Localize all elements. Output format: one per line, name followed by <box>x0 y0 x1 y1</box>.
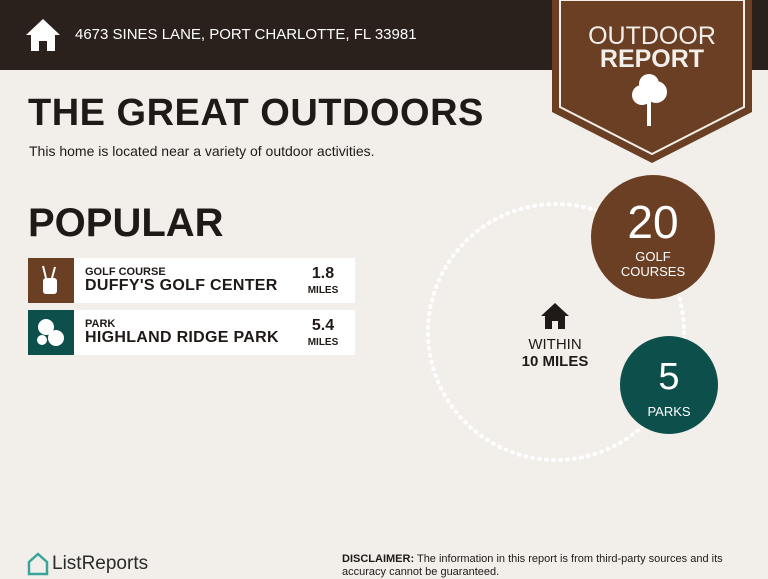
report-badge: OUTDOOR REPORT <box>552 0 752 163</box>
item-category: GOLF COURSE <box>85 266 166 278</box>
golf-icon <box>28 258 74 303</box>
stat-count: 20 <box>627 196 679 248</box>
disclaimer-text: The information in this report is from t… <box>342 553 723 578</box>
tree-icon <box>632 74 667 126</box>
stat-count: 5 <box>658 356 680 398</box>
popular-item: PARK HIGHLAND RIDGE PARK 5.4 MILES <box>28 310 355 355</box>
item-name: DUFFY'S GOLF CENTER <box>85 277 278 294</box>
item-distance: 5.4 <box>311 317 335 334</box>
radius-ring <box>426 202 686 462</box>
home-icon <box>541 303 569 329</box>
badge-line1: OUTDOOR <box>588 22 716 50</box>
subtitle: This home is located near a variety of o… <box>29 143 375 159</box>
item-name: HIGHLAND RIDGE PARK <box>85 329 279 346</box>
radius-line1: WITHIN <box>528 336 582 353</box>
home-icon <box>26 19 60 51</box>
item-unit: MILES <box>307 337 339 348</box>
brand-logo <box>27 552 49 576</box>
address: 4673 SINES LANE, PORT CHARLOTTE, FL 3398… <box>75 26 417 43</box>
item-unit: MILES <box>307 285 339 296</box>
stat-label: GOLF COURSES <box>620 249 686 279</box>
page-title: THE GREAT OUTDOORS <box>28 92 484 134</box>
radius-line2: 10 MILES <box>521 353 589 370</box>
park-stat: 5 PARKS <box>620 336 718 434</box>
park-icon <box>28 310 74 355</box>
disclaimer-label: DISCLAIMER: <box>342 553 415 565</box>
stat-label: PARKS <box>647 404 691 419</box>
item-category: PARK <box>85 318 116 330</box>
popular-item: GOLF COURSE DUFFY'S GOLF CENTER 1.8 MILE… <box>28 258 355 303</box>
item-distance: 1.8 <box>311 265 335 282</box>
golf-stat: 20 GOLF COURSES <box>591 175 715 299</box>
disclaimer: DISCLAIMER: The information in this repo… <box>342 553 742 579</box>
section-heading: POPULAR <box>28 201 224 245</box>
badge-line2: REPORT <box>600 45 704 73</box>
brand: ListReports <box>52 553 149 574</box>
